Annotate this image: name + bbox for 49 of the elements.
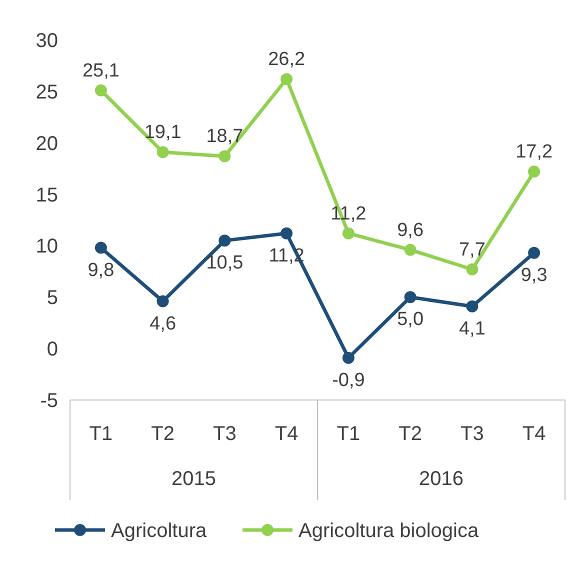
x-tick-label: T3 (213, 423, 236, 445)
point (156, 295, 169, 308)
x-tick-label: T3 (460, 423, 484, 445)
point (466, 300, 478, 312)
x-tick-label: T4 (274, 423, 298, 445)
point (218, 234, 231, 247)
data-label: 5,0 (397, 309, 424, 330)
data-label: 9,3 (520, 264, 548, 286)
data-label: 9,6 (397, 220, 424, 241)
text: 2015 (172, 468, 216, 490)
legend-label: Agricoltura biologica (298, 520, 480, 542)
data-label: 25,1 (82, 60, 120, 82)
x-tick-label: T2 (398, 423, 422, 445)
x-tick-label: T4 (522, 423, 546, 445)
y-tick-label: 20 (36, 132, 58, 155)
text: 2016 (419, 468, 464, 490)
y-tick-label: -5 (40, 390, 58, 412)
y-tick-label: 30 (36, 30, 58, 52)
point (404, 244, 416, 256)
data-label: 10,5 (206, 252, 244, 274)
x-tick-label: T2 (151, 423, 174, 445)
point (342, 227, 354, 240)
point (94, 84, 107, 96)
y-tick-label: 15 (36, 184, 58, 206)
point (94, 242, 107, 254)
point (156, 146, 169, 158)
point (528, 166, 540, 178)
y-tick-label: 5 (46, 287, 58, 310)
point (218, 150, 231, 162)
data-label: -0,9 (332, 370, 365, 391)
data-label: 4,6 (150, 313, 176, 334)
data-label: 9,8 (88, 260, 114, 281)
point (280, 227, 293, 240)
data-label: 19,1 (144, 122, 182, 144)
x-tick-label: T1 (89, 423, 113, 445)
point (404, 291, 416, 304)
data-label: 26,2 (268, 49, 306, 70)
point (342, 352, 354, 364)
legend-label: Agricoltura (111, 520, 208, 542)
point (528, 246, 540, 259)
x-tick-label: T1 (336, 423, 360, 445)
data-label: 17,2 (516, 142, 553, 163)
point (466, 263, 478, 276)
point (280, 73, 293, 86)
y-tick-label: 0 (46, 338, 58, 361)
y-tick-label: 10 (36, 236, 58, 258)
y-tick-label: 25 (36, 81, 58, 104)
data-label: 7,7 (458, 239, 486, 260)
data-label: 4,1 (458, 318, 486, 340)
